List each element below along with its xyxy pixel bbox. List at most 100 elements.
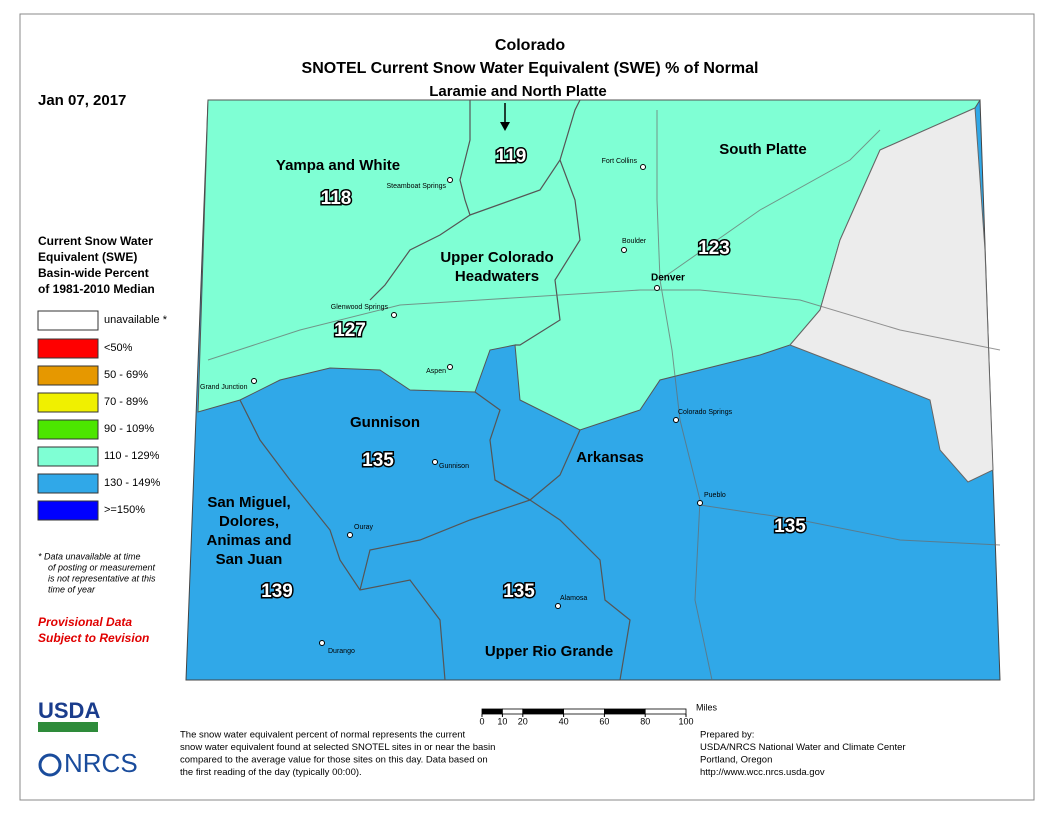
boundary — [494, 479, 531, 501]
basin-value: 119 — [496, 146, 527, 167]
credit: Portland, Oregon — [700, 755, 772, 766]
boundary — [359, 499, 631, 681]
scale-tick-label: 100 — [678, 716, 693, 726]
unavailable-area — [789, 107, 994, 483]
basin-name: Dolores, — [219, 513, 279, 530]
nrcs-logo: NRCS — [64, 748, 138, 778]
city-dot — [555, 603, 561, 609]
road — [207, 289, 1001, 361]
footnote: is not representative at this — [48, 573, 156, 583]
city-label: Boulder — [622, 238, 647, 245]
city-label: Aspen — [426, 368, 446, 375]
legend-label: >=150% — [104, 504, 145, 516]
basin-boundaries — [239, 99, 631, 681]
city-dot — [391, 312, 397, 318]
legend-swatch — [37, 500, 99, 521]
legend-title: Current Snow Water — [38, 234, 153, 248]
scale-unit: Miles — [696, 702, 718, 712]
boundary — [515, 159, 581, 346]
scale-segment — [604, 708, 646, 715]
provisional-note: Subject to Revision — [38, 631, 149, 645]
legend-swatch — [37, 473, 99, 494]
basin-name: Upper Colorado — [440, 249, 553, 266]
city-label: Glenwood Springs — [331, 304, 389, 311]
road — [659, 129, 881, 281]
credit: USDA/NRCS National Water and Climate Cen… — [700, 742, 906, 753]
legend-label: 50 - 69% — [104, 369, 148, 381]
scale-tick-label: 10 — [497, 716, 507, 726]
basin-value: 135 — [503, 581, 535, 602]
scale-tick-label: 20 — [518, 716, 528, 726]
city-dot — [319, 640, 325, 646]
subtitle: SNOTEL Current Snow Water Equivalent (SW… — [302, 60, 759, 77]
scale-tick-label: 60 — [599, 716, 609, 726]
city-dot — [432, 459, 438, 465]
city-dot — [640, 164, 646, 170]
nrcs-logo-mark — [38, 753, 62, 777]
river — [699, 504, 1001, 546]
city-label: Fort Collins — [602, 158, 638, 165]
title: Colorado — [495, 37, 565, 54]
scale-segment — [522, 708, 564, 715]
scale-segment — [563, 708, 605, 715]
description: the first reading of the day (typically … — [180, 767, 362, 778]
city-label: Colorado Springs — [678, 409, 733, 416]
legend-label: 130 - 149% — [104, 477, 160, 489]
city-label: Alamosa — [560, 595, 587, 602]
city-label: Ouray — [354, 524, 374, 531]
scale-tick-label: 0 — [479, 716, 484, 726]
credit: http://www.wcc.nrcs.usda.gov — [700, 767, 825, 778]
scale-segment — [481, 708, 503, 715]
basin-value: 123 — [698, 238, 730, 259]
basin-name: Laramie and North Platte — [429, 83, 607, 100]
city-dot — [347, 532, 353, 538]
city-label: Grand Junction — [200, 384, 248, 391]
basin-name: Animas and — [206, 532, 291, 549]
city-dot — [251, 378, 257, 384]
footnote: of posting or measurement — [48, 562, 156, 572]
city-dot — [697, 500, 703, 506]
legend-swatch — [37, 365, 99, 386]
legend-title: Basin-wide Percent — [38, 266, 149, 280]
legend-label: unavailable * — [104, 314, 168, 326]
basin-name: Headwaters — [455, 268, 539, 285]
scale-segment — [644, 708, 687, 715]
legend-swatch — [37, 419, 99, 440]
scale-tick-label: 80 — [640, 716, 650, 726]
usda-logo-bar — [38, 722, 98, 732]
basin-value: 135 — [362, 450, 394, 471]
city-dot — [621, 247, 627, 253]
boundary — [239, 399, 446, 681]
legend-label: 90 - 109% — [104, 423, 154, 435]
arrow-head — [500, 122, 510, 131]
description: The snow water equivalent percent of nor… — [180, 730, 466, 741]
basin-value: 139 — [261, 581, 293, 602]
city-label: Pueblo — [704, 492, 726, 499]
legend-swatch — [37, 446, 99, 467]
road — [656, 110, 713, 681]
legend-title: of 1981-2010 Median — [38, 282, 155, 296]
credit: Prepared by: — [700, 730, 754, 741]
description: snow water equivalent found at selected … — [180, 742, 495, 753]
basin-name: South Platte — [719, 141, 807, 158]
city-dot — [654, 285, 660, 291]
city-dot — [447, 364, 453, 370]
legend-label: <50% — [104, 342, 133, 354]
roads-rivers — [207, 110, 1001, 681]
usda-logo: USDA — [38, 698, 100, 723]
city-dot — [673, 417, 679, 423]
description: compared to the average value for those … — [180, 755, 488, 766]
provisional-note: Provisional Data — [38, 615, 132, 629]
basin-value: 127 — [334, 320, 366, 341]
basin-name: San Miguel, — [207, 494, 290, 511]
city-label: Denver — [651, 273, 685, 284]
basin-name: San Juan — [216, 551, 283, 568]
date: Jan 07, 2017 — [38, 92, 126, 109]
basin-value: 118 — [321, 188, 352, 209]
city-label: Gunnison — [439, 463, 469, 470]
basin-name: Yampa and White — [276, 157, 400, 174]
basin-name: Gunnison — [350, 414, 420, 431]
legend-label: 70 - 89% — [104, 396, 148, 408]
legend-title: Equivalent (SWE) — [38, 250, 137, 264]
